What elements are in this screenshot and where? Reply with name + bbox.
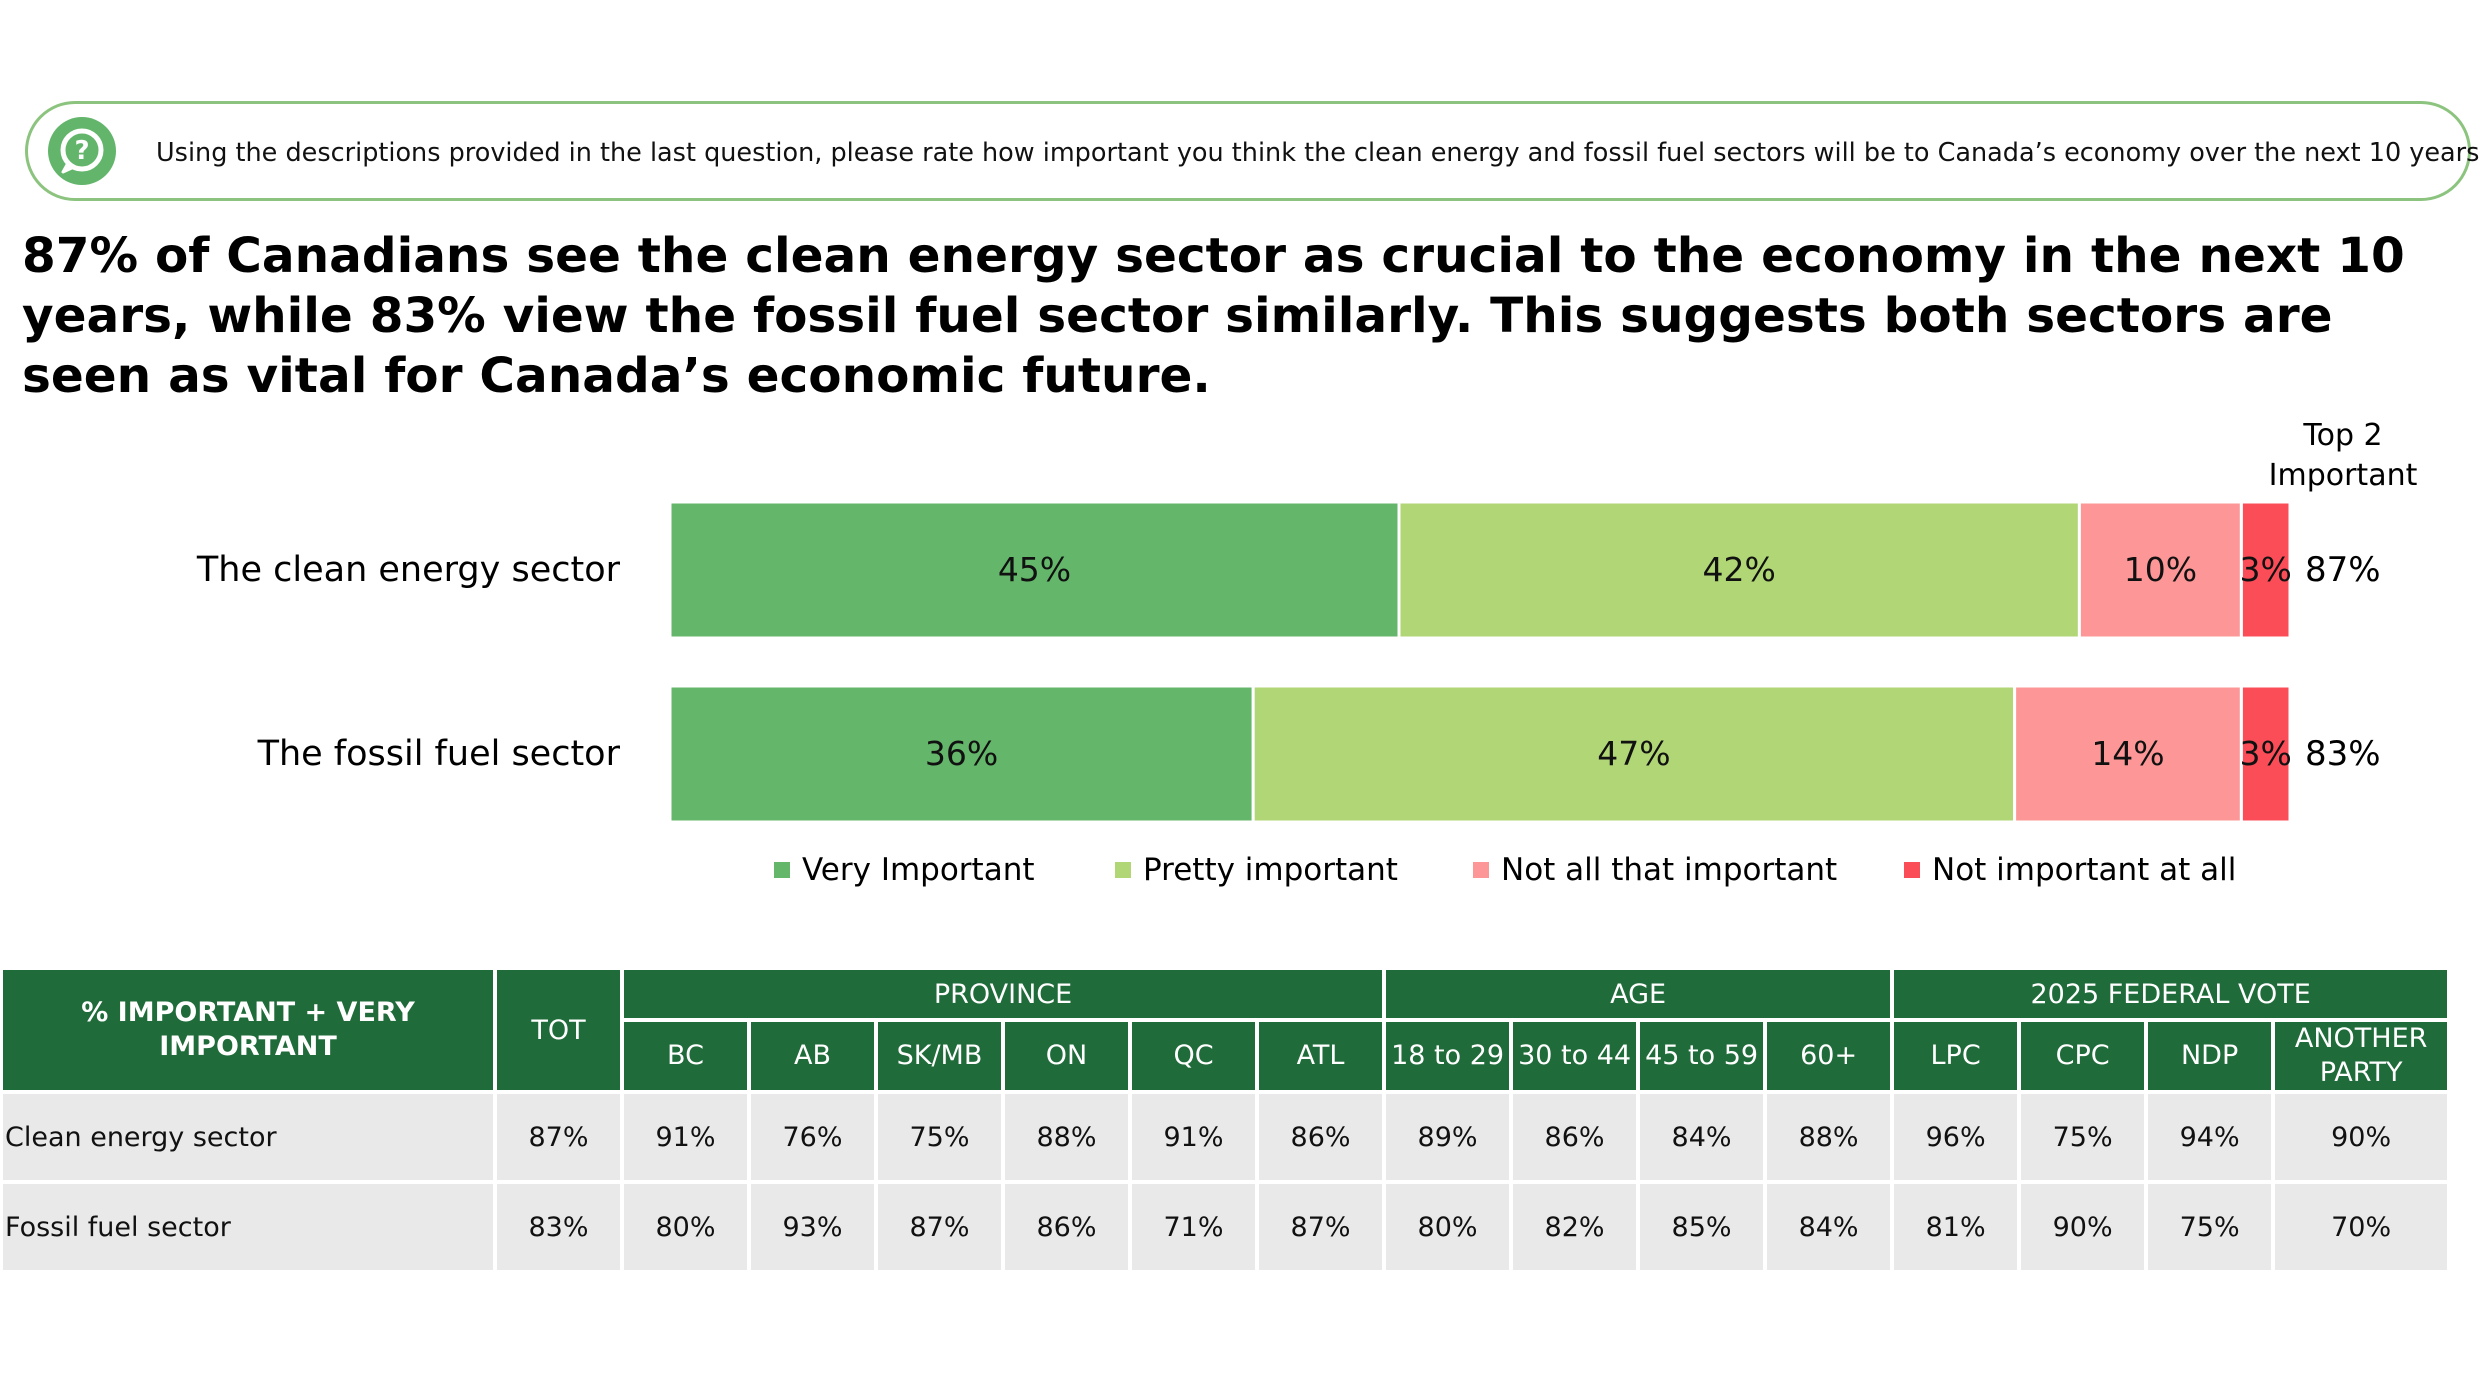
table-row: Fossil fuel sector 83% 80% 93% 87% 86% 71% 87% 8… <box>3 1184 2452 1274</box>
table-cell: 76% <box>751 1094 878 1184</box>
table-cell: 80% <box>1386 1184 1514 1274</box>
column-header: QC <box>1132 1022 1259 1094</box>
svg-text:?: ? <box>74 136 89 166</box>
legend-swatch <box>1115 862 1131 878</box>
bar-segment <box>2013 684 2243 824</box>
table-cell: 87% <box>878 1184 1005 1274</box>
table-cell: 94% <box>2148 1094 2276 1184</box>
column-header: AB <box>751 1022 878 1094</box>
table-cell: 91% <box>1132 1094 1259 1184</box>
tot-header: TOT <box>497 970 624 1094</box>
legend-label: Not all that important <box>1501 852 1838 888</box>
tot-cell: 87% <box>497 1094 624 1184</box>
row-label: Fossil fuel sector <box>3 1184 497 1274</box>
legend-label: Not important at all <box>1932 852 2237 888</box>
table-row: Clean energy sector 87% 91% 76% 75% 88% 91% 86%… <box>3 1094 2452 1184</box>
row-label: Clean energy sector <box>3 1094 497 1184</box>
top2-value: 83% <box>2305 734 2381 774</box>
bar-segment <box>2239 684 2292 824</box>
table-cell: 96% <box>1894 1094 2022 1184</box>
table-cell: 88% <box>1767 1094 1895 1184</box>
chart-legend: Very Important Pretty important Not all th… <box>0 852 2480 892</box>
table-cell: 86% <box>1259 1094 1387 1184</box>
column-header: ON <box>1005 1022 1132 1094</box>
legend-item: Very Important <box>774 852 1035 888</box>
question-box: ? Using the descriptions provided in the… <box>25 101 2480 201</box>
table-cell: 90% <box>2275 1094 2452 1184</box>
table-cell: 86% <box>1513 1094 1641 1184</box>
table-cell: 87% <box>1259 1184 1387 1274</box>
corner-header: % IMPORTANT + VERY IMPORTANT <box>3 970 497 1094</box>
column-header: 45 to 59 <box>1640 1022 1768 1094</box>
column-header: ANOTHER PARTY <box>2275 1022 2452 1094</box>
group-header: AGE <box>1386 970 1895 1022</box>
column-header: LPC <box>1894 1022 2022 1094</box>
legend-item: Not important at all <box>1904 852 2236 888</box>
table-cell: 71% <box>1132 1184 1259 1274</box>
bar-segment <box>1397 500 2081 640</box>
table-cell: 80% <box>624 1184 751 1274</box>
column-header: CPC <box>2021 1022 2149 1094</box>
table-cell: 81% <box>1894 1184 2022 1274</box>
column-header: BC <box>624 1022 751 1094</box>
top2-value: 87% <box>2305 550 2381 590</box>
table-cell: 90% <box>2021 1184 2149 1274</box>
legend-label: Very Important <box>802 852 1035 888</box>
legend-swatch <box>774 862 790 878</box>
table-cell: 93% <box>751 1184 878 1274</box>
group-header: 2025 FEDERAL VOTE <box>1894 970 2452 1022</box>
legend-item: Not all that important <box>1473 852 1837 888</box>
table-cell: 86% <box>1005 1184 1132 1274</box>
table-cell: 88% <box>1005 1094 1132 1184</box>
table-cell: 84% <box>1767 1184 1895 1274</box>
data-label: 3% <box>2240 550 2292 589</box>
table-cell: 85% <box>1640 1184 1768 1274</box>
bar-segment <box>668 500 1401 640</box>
data-label: 14% <box>2091 734 2164 773</box>
data-label: 47% <box>1597 734 1670 773</box>
tot-cell: 83% <box>497 1184 624 1274</box>
table-cell: 82% <box>1513 1184 1641 1274</box>
top2-header: Top 2 Important <box>2269 418 2418 493</box>
column-header: 18 to 29 <box>1386 1022 1514 1094</box>
table-cell: 91% <box>624 1094 751 1184</box>
data-label: 42% <box>1703 550 1776 589</box>
column-header: ATL <box>1259 1022 1387 1094</box>
category-label: The clean energy sector <box>196 550 621 590</box>
data-label: 45% <box>998 550 1071 589</box>
question-speech-bubble-icon: ? <box>48 117 116 185</box>
question-text: Using the descriptions provided in the l… <box>156 138 2480 168</box>
table-cell: 75% <box>2021 1094 2149 1184</box>
results-table: % IMPORTANT + VERY IMPORTANT TOT PROVINC… <box>3 970 2452 1274</box>
legend-label: Pretty important <box>1143 852 1398 888</box>
legend-item: Pretty important <box>1115 852 1398 888</box>
table-cell: 75% <box>878 1094 1005 1184</box>
table-cell: 89% <box>1386 1094 1514 1184</box>
table-cell: 70% <box>2275 1184 2452 1274</box>
data-label: 36% <box>925 734 998 773</box>
table-cell: 84% <box>1640 1094 1768 1184</box>
bar-segment <box>668 684 1255 824</box>
legend-swatch <box>1904 862 1920 878</box>
column-header: 60+ <box>1767 1022 1895 1094</box>
data-label: 3% <box>2240 734 2292 773</box>
column-header: NDP <box>2148 1022 2276 1094</box>
stacked-bar-chart: Top 2 Important The clean energy sector 45%… <box>196 418 2418 824</box>
bar-segment <box>2239 500 2292 640</box>
category-label: The fossil fuel sector <box>257 734 621 774</box>
headline: 87% of Canadians see the clean energy se… <box>22 228 2405 404</box>
group-header: PROVINCE <box>624 970 1387 1022</box>
table-cell: 75% <box>2148 1184 2276 1274</box>
data-label: 10% <box>2124 550 2197 589</box>
column-header: 30 to 44 <box>1513 1022 1641 1094</box>
legend-swatch <box>1473 862 1489 878</box>
column-header: SK/MB <box>878 1022 1005 1094</box>
